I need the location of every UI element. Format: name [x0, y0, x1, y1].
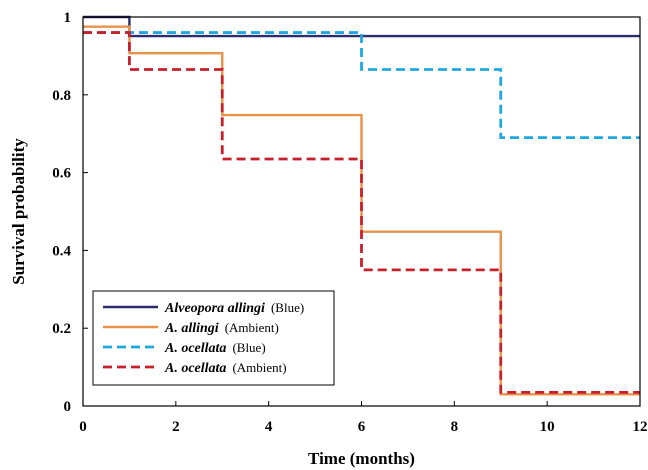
legend-entry: Alveopora allingi (Blue)	[164, 300, 304, 316]
legend-series-name: A. ocellata	[164, 361, 226, 376]
legend-series-condition: (Ambient)	[232, 360, 286, 375]
legend-series-name: A. ocellata	[164, 341, 226, 356]
y-tick-label: 0.2	[52, 321, 71, 337]
legend-series-name: Alveopora allingi	[164, 301, 265, 316]
ticks-layer: 0 2 4 6 8 10 12 0 0.2 0.4 0.6 0.8 1	[52, 10, 647, 435]
y-tick-label: 0.6	[52, 166, 71, 182]
legend-series-condition: (Blue)	[232, 340, 265, 355]
x-tick-label: 0	[79, 419, 87, 435]
series-line	[83, 25, 640, 396]
y-axis-title: Survival probability	[9, 138, 28, 285]
x-tick-label: 10	[540, 419, 555, 435]
y-tick-label: 0.8	[52, 88, 71, 104]
legend-series-condition: (Blue)	[271, 300, 304, 315]
series-line	[83, 15, 640, 38]
legend-entry: A. ocellata (Blue)	[164, 340, 266, 356]
x-tick-label: 2	[172, 419, 180, 435]
x-axis-title: Time (months)	[308, 449, 415, 468]
y-tick-label: 1	[64, 10, 72, 26]
legend-series-condition: (Ambient)	[225, 320, 279, 335]
legend-series-name: A. allingi	[164, 321, 219, 336]
x-tick-label: 8	[451, 419, 459, 435]
legend-entry: A. ocellata (Ambient)	[164, 360, 287, 376]
x-tick-label: 12	[633, 419, 648, 435]
legend-entry: A. allingi (Ambient)	[164, 320, 279, 336]
series-line	[83, 31, 640, 394]
legend: Alveopora allingi (Blue) A. allingi (Ambien…	[92, 290, 335, 386]
y-tick-label: 0.4	[52, 243, 71, 259]
y-tick-label: 0	[64, 399, 72, 415]
x-tick-label: 6	[358, 419, 366, 435]
x-tick-label: 4	[265, 419, 273, 435]
